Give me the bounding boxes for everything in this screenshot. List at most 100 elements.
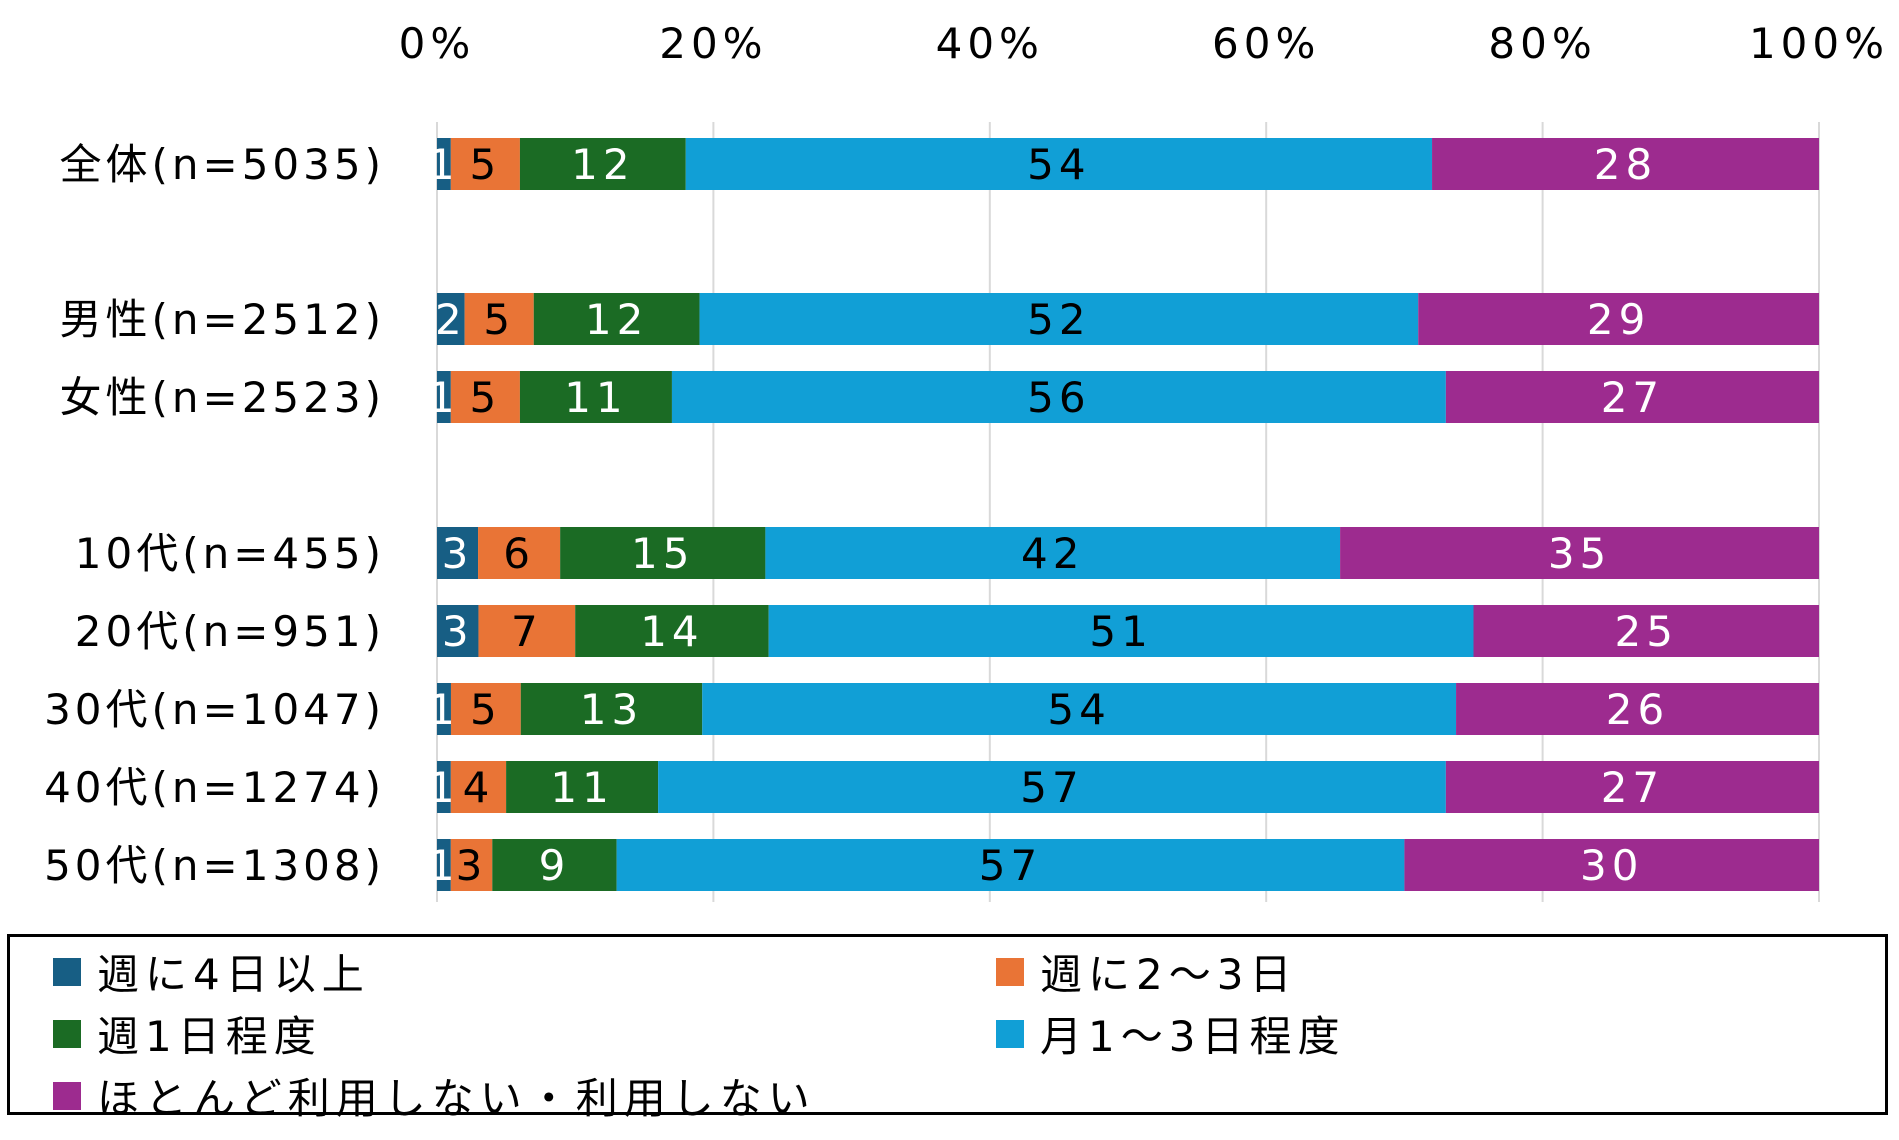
- bar-segment: [699, 293, 1419, 345]
- data-label: 1: [428, 685, 460, 734]
- bar-segment: [1445, 761, 1819, 813]
- data-label: 1: [428, 841, 460, 890]
- bar-segment: [560, 527, 766, 579]
- legend-swatch: [996, 1019, 1024, 1048]
- category-label: 20代(n=951): [75, 607, 385, 656]
- data-label: 51: [1089, 607, 1152, 656]
- data-label: 5: [470, 373, 502, 422]
- x-tick-label: 80%: [1488, 19, 1596, 68]
- data-label: 25: [1615, 607, 1678, 656]
- bar-segment: [1432, 138, 1819, 190]
- legend-item-monthly: 月1～3日程度: [996, 1003, 1345, 1064]
- data-label: 12: [571, 140, 634, 189]
- bar-segment: [616, 839, 1405, 891]
- legend: 週に4日以上 週に2～3日 週1日程度 月1～3日程度 ほとんど利用しない・利用…: [7, 934, 1888, 1123]
- data-label: 56: [1027, 373, 1090, 422]
- data-label: 30: [1580, 841, 1643, 890]
- legend-label: 週1日程度: [97, 1012, 322, 1061]
- data-label: 13: [580, 685, 643, 734]
- bar-segment: [464, 293, 534, 345]
- data-label: 35: [1548, 529, 1611, 578]
- data-label: 1: [428, 140, 460, 189]
- data-label: 9: [539, 841, 571, 890]
- x-tick-label: 100%: [1749, 19, 1889, 68]
- category-label: 10代(n=455): [75, 529, 385, 578]
- data-label: 3: [456, 841, 488, 890]
- data-label: 15: [631, 529, 694, 578]
- bar-segment: [437, 839, 451, 891]
- bar-segment: [450, 138, 520, 190]
- bar-segment: [437, 683, 451, 735]
- bar-segment: [492, 839, 617, 891]
- category-label: 女性(n=2523): [60, 373, 385, 422]
- x-tick-label: 0%: [399, 19, 476, 68]
- data-label: 5: [483, 295, 515, 344]
- stacked-bar-chart: 0% 20% 40% 60% 80% 100%全体(n=5035) 1 5 12 54 28男性(n…: [44, 19, 1889, 902]
- data-label: 26: [1606, 685, 1669, 734]
- data-label: 57: [979, 841, 1042, 890]
- bar-segment: [1418, 293, 1819, 345]
- x-tick-label: 40%: [936, 19, 1044, 68]
- legend-item-weekly: 週1日程度: [53, 1003, 322, 1064]
- bar-segment: [520, 683, 703, 735]
- bar-segment: [765, 527, 1341, 579]
- legend-label: 週に4日以上: [97, 950, 370, 999]
- data-label: 1: [428, 763, 460, 812]
- category-label: 全体(n=5035): [60, 140, 385, 189]
- bar-segment: [437, 527, 479, 579]
- data-label: 5: [470, 685, 502, 734]
- bar-segment: [519, 371, 672, 423]
- bar-segment: [437, 138, 451, 190]
- data-label: 14: [640, 607, 703, 656]
- data-label: 3: [442, 529, 474, 578]
- category-label: 男性(n=2512): [60, 295, 385, 344]
- bar-segment: [450, 371, 520, 423]
- bar-segment: [702, 683, 1457, 735]
- bar-segment: [1445, 371, 1819, 423]
- legend-item-4days: 週に4日以上: [53, 941, 370, 1002]
- bar-segment: [506, 761, 659, 813]
- bar-segment: [671, 371, 1446, 423]
- legend-label: 月1～3日程度: [1040, 1012, 1346, 1061]
- data-label: 3: [442, 607, 474, 656]
- data-label: 52: [1027, 295, 1090, 344]
- legend-swatch: [53, 957, 81, 986]
- data-label: 54: [1047, 685, 1110, 734]
- bar-segment: [478, 605, 576, 657]
- bar-segment: [519, 138, 686, 190]
- legend-swatch: [53, 1019, 81, 1048]
- data-label: 6: [503, 529, 535, 578]
- bar-segment: [450, 761, 507, 813]
- data-label: 2: [435, 295, 467, 344]
- legend-label: ほとんど利用しない・利用しない: [97, 1074, 816, 1123]
- data-label: 12: [585, 295, 648, 344]
- data-label: 42: [1021, 529, 1084, 578]
- legend-item-rarely: ほとんど利用しない・利用しない: [53, 1065, 816, 1126]
- data-label: 28: [1594, 140, 1657, 189]
- category-label: 50代(n=1308): [44, 841, 385, 890]
- data-label: 7: [511, 607, 543, 656]
- data-label: 57: [1020, 763, 1083, 812]
- data-label: 27: [1601, 763, 1664, 812]
- bar-segment: [437, 605, 479, 657]
- x-tick-label: 60%: [1212, 19, 1320, 68]
- legend-item-2-3days: 週に2～3日: [996, 941, 1297, 1002]
- bar-segment: [450, 683, 521, 735]
- data-label: 4: [463, 763, 495, 812]
- x-tick-label: 20%: [659, 19, 767, 68]
- bar-segment: [478, 527, 561, 579]
- bar-segment: [437, 761, 451, 813]
- bar-segment: [658, 761, 1446, 813]
- category-label: 30代(n=1047): [44, 685, 385, 734]
- data-label: 11: [550, 763, 613, 812]
- data-label: 5: [470, 140, 502, 189]
- category-label: 40代(n=1274): [44, 763, 385, 812]
- bar-segment: [450, 839, 493, 891]
- data-label: 54: [1027, 140, 1090, 189]
- bar-segment: [1473, 605, 1819, 657]
- bar-segment: [533, 293, 700, 345]
- data-label: 27: [1601, 373, 1664, 422]
- data-label: 29: [1587, 295, 1650, 344]
- bar-segment: [1456, 683, 1819, 735]
- bar-segment: [1404, 839, 1819, 891]
